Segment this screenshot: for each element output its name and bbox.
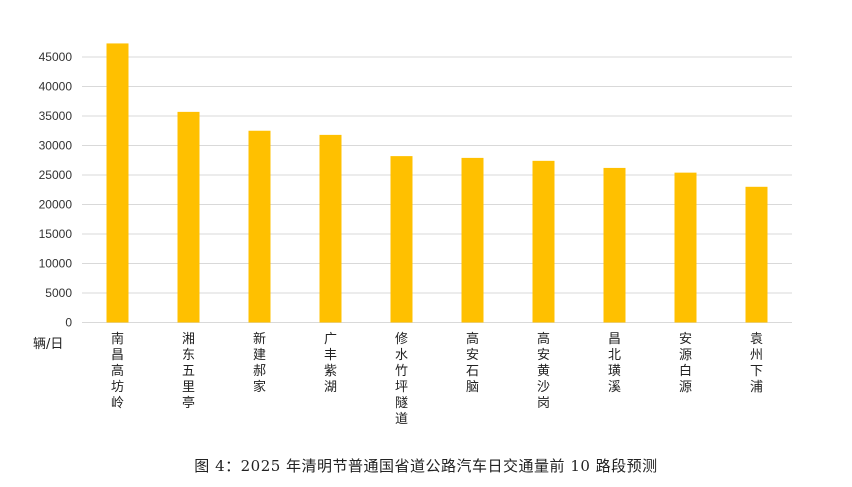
- bar: [319, 134, 342, 323]
- y-tick-label: 15000: [39, 227, 73, 241]
- bar: [674, 172, 697, 323]
- x-category-label: 南昌高坊岭: [111, 331, 124, 411]
- x-category-label: 新建郝家: [253, 331, 266, 395]
- bar: [461, 157, 484, 323]
- bar: [745, 186, 768, 323]
- y-tick-label: 5000: [45, 286, 72, 300]
- x-category-label: 广丰紫湖: [324, 332, 337, 395]
- bar: [390, 156, 413, 323]
- bar: [532, 160, 555, 323]
- y-tick-label: 25000: [39, 168, 73, 182]
- bar: [603, 167, 626, 323]
- y-tick-label: 30000: [39, 139, 73, 153]
- x-axis-labels: 南昌高坊岭 湘东五里亭 新建郝家 广丰紫湖 修水竹坪隧道 高安石脑 高安黄沙岗 昌北璜溪 安源白…: [111, 331, 763, 427]
- x-category-label: 安源白源: [679, 332, 692, 395]
- y-tick-label: 45000: [39, 50, 73, 64]
- y-axis-unit-label: 辆/日: [33, 337, 64, 352]
- bar: [106, 43, 129, 323]
- y-tick-label: 0: [65, 316, 72, 330]
- x-category-label: 高安黄沙岗: [537, 331, 550, 411]
- x-category-label: 袁州下浦: [750, 332, 763, 395]
- y-tick-label: 10000: [39, 257, 73, 271]
- y-axis-ticks: 0 5000 10000 15000 20000 25000 30000 35000 40000…: [39, 50, 73, 330]
- bar: [248, 130, 271, 323]
- y-tick-label: 40000: [39, 80, 73, 94]
- bars: [106, 43, 768, 323]
- y-tick-label: 35000: [39, 109, 73, 123]
- bar: [177, 111, 200, 323]
- x-category-label: 高安石脑: [466, 331, 479, 395]
- x-category-label: 修水竹坪隧道: [395, 332, 408, 427]
- x-category-label: 湘东五里亭: [182, 332, 195, 411]
- gridlines: [82, 56, 792, 323]
- chart-title: 图 4：2025 年清明节普通国省道公路汽车日交通量前 10 路段预测: [194, 457, 658, 475]
- y-tick-label: 20000: [39, 198, 73, 212]
- x-category-label: 昌北璜溪: [608, 332, 621, 395]
